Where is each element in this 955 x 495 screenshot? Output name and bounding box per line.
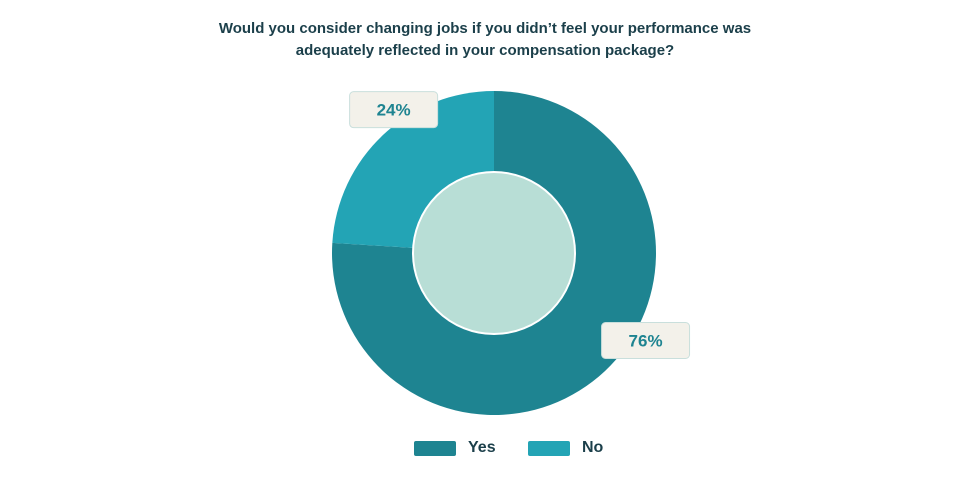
data-label-yes: 76%	[601, 322, 691, 359]
legend-item-no: No	[528, 437, 603, 459]
chart-title: Would you consider changing jobs if you …	[0, 18, 955, 62]
data-label-box-yes	[601, 322, 691, 359]
chart-title-line-2: adequately reflected in your compensatio…	[295, 42, 675, 59]
chart-title-line-1: Would you consider changing jobs if you …	[218, 20, 752, 37]
legend: Yes No	[0, 437, 955, 459]
legend-swatch-no	[528, 440, 570, 456]
data-label-text-yes: 76%	[629, 332, 663, 351]
legend-swatch-yes	[414, 440, 456, 456]
data-label-box-no	[349, 91, 439, 129]
legend-item-yes: Yes	[414, 437, 496, 459]
data-label-text-no: 24%	[377, 101, 411, 120]
data-label-no: 24%	[349, 91, 439, 129]
legend-label-no: No	[582, 439, 604, 456]
donut-center	[412, 171, 576, 335]
legend-label-yes: Yes	[468, 439, 496, 456]
